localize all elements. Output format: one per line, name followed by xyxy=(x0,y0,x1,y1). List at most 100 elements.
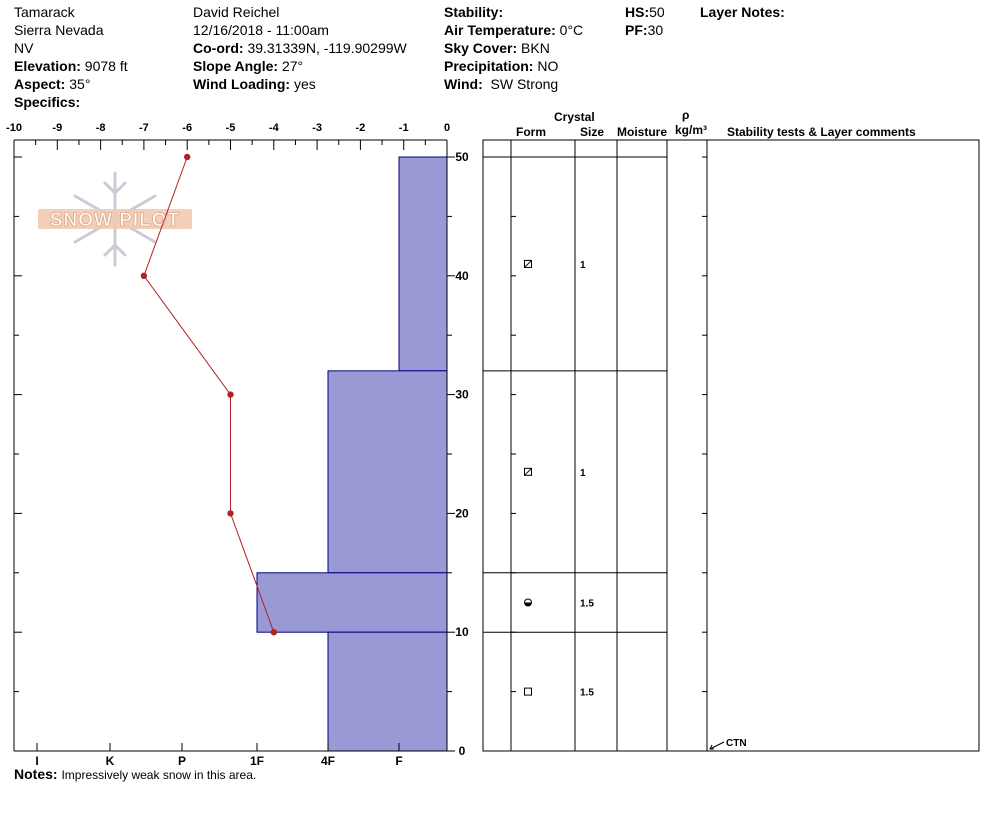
icon-square xyxy=(524,467,532,476)
precipitation: Precipitation: NO xyxy=(444,57,558,75)
icon-diagonal xyxy=(524,260,532,268)
sky-label: Sky Cover: xyxy=(444,40,518,56)
stability-tests: CTN xyxy=(709,738,747,750)
wind-loading: Wind Loading: yes xyxy=(193,75,316,93)
notes: Notes: Impressively weak snow in this ar… xyxy=(14,765,256,783)
hardness-bar xyxy=(256,572,448,633)
layer-row: 1 xyxy=(524,259,586,271)
test-arrow-line xyxy=(709,741,725,750)
air-temperature: Air Temperature: 0°C xyxy=(444,21,583,39)
density-symbol: ρ xyxy=(682,108,690,122)
range: Sierra Nevada xyxy=(14,22,104,38)
temperature-tick-label: -8 xyxy=(96,122,106,134)
hardness-tick-label: P xyxy=(178,754,186,768)
hardness-bar xyxy=(398,156,448,372)
aspect: Aspect: 35° xyxy=(14,75,90,93)
size-header: Size xyxy=(580,125,605,139)
layer-row: 1 xyxy=(524,467,586,479)
faceted-crystal-icon xyxy=(524,687,532,696)
moisture-header: Moisture xyxy=(617,125,668,139)
coordinates: Co-ord: 39.31339N, -119.90299W xyxy=(193,39,407,57)
density-unit: kg/m³ xyxy=(675,123,708,137)
stability-tests-header: Stability tests & Layer comments xyxy=(727,125,916,139)
temperature-tick-label: -3 xyxy=(312,122,322,134)
hs-label: HS: xyxy=(625,4,650,20)
stability-label: Stability: xyxy=(444,4,504,20)
layer-table: 1 1 1.5 1.5 xyxy=(482,139,980,752)
melt-freeze-crystal-icon xyxy=(524,598,532,607)
elevation: Elevation: 9078 ft xyxy=(14,57,128,75)
wind: Wind: SW Strong xyxy=(444,75,558,93)
slope-label: Slope Angle: xyxy=(193,58,279,74)
pf-label: PF: xyxy=(625,22,648,38)
slope-angle: Slope Angle: 27° xyxy=(193,57,303,75)
pf: PF:30 xyxy=(625,21,663,39)
icon-fill xyxy=(524,602,532,607)
specifics-label: Specifics: xyxy=(14,94,81,110)
hardness-axis: I K P 1F 4F F xyxy=(35,743,403,768)
crystal-size: 1 xyxy=(580,468,586,479)
hardness-tick-label: K xyxy=(106,754,115,768)
hs-value: 50 xyxy=(649,4,665,20)
test-arrow-head xyxy=(709,744,714,750)
layer-row: 1.5 xyxy=(524,598,594,610)
hardness-tick-label: I xyxy=(35,754,38,768)
icon-square xyxy=(524,259,532,268)
slope-value: 27° xyxy=(281,58,304,74)
elevation-label: Elevation: xyxy=(14,58,81,74)
height-tick-label: 50 xyxy=(455,150,469,164)
wind-loading-label: Wind Loading: xyxy=(193,76,291,92)
wind-loading-value: yes xyxy=(293,76,316,92)
snowpilot-watermark: SNOW PILOT xyxy=(38,171,192,267)
temperature-profile xyxy=(140,153,277,636)
location: Tamarack xyxy=(14,4,75,20)
temperature-tick-label: -10 xyxy=(6,122,22,134)
sky-value: BKN xyxy=(521,40,550,56)
pf-value: 30 xyxy=(647,22,664,38)
table-border xyxy=(482,139,980,752)
hardness-bar xyxy=(327,631,448,752)
notes-label: Notes: xyxy=(14,766,58,782)
temperature-point xyxy=(270,629,277,636)
sky-cover: Sky Cover: BKN xyxy=(444,39,550,57)
faceted-rounded-crystal-icon xyxy=(524,259,532,268)
layer-row: 1.5 xyxy=(524,687,594,699)
temperature-point xyxy=(140,272,148,279)
aspect-label: Aspect: xyxy=(14,76,66,92)
layer-notes-label: Layer Notes: xyxy=(700,4,785,20)
wind-value: SW Strong xyxy=(490,76,559,92)
height-tick-label: 0 xyxy=(459,744,466,758)
temperature-tick-label: 0 xyxy=(444,122,450,134)
precip-label: Precipitation: xyxy=(444,58,534,74)
watermark-text: SNOW PILOT xyxy=(50,210,180,231)
observer: David Reichel xyxy=(193,4,280,20)
crystal-header: Crystal xyxy=(554,110,595,124)
test-label: CTN xyxy=(726,738,747,749)
temperature-tick-label: -4 xyxy=(269,122,280,134)
air-temp-value: 0°C xyxy=(559,22,584,38)
height-tick-label: 30 xyxy=(455,388,469,402)
icon-diagonal xyxy=(524,467,532,476)
temperature-tick-label: -9 xyxy=(52,122,62,134)
notes-text: Impressively weak snow in this area. xyxy=(61,768,257,782)
crystal-size: 1.5 xyxy=(580,688,594,699)
coord-value: 39.31339N, -119.90299W xyxy=(247,40,407,56)
coord-label: Co-ord: xyxy=(193,40,244,56)
wind-label: Wind: xyxy=(444,76,483,92)
temperature-tick-label: -6 xyxy=(182,122,192,134)
hardness-tick-label: 4F xyxy=(321,754,335,768)
air-temp-label: Air Temperature: xyxy=(444,22,556,38)
hardness-tick-label: 1F xyxy=(250,754,264,768)
height-tick-label: 20 xyxy=(455,506,469,520)
temperature-point xyxy=(227,391,234,398)
form-header: Form xyxy=(516,125,546,139)
crystal-size: 1 xyxy=(580,260,586,271)
faceted-rounded-crystal-icon xyxy=(524,467,532,476)
hardness-tick-label: F xyxy=(395,754,402,768)
temperature-point xyxy=(227,510,234,517)
temperature-tick-label: -1 xyxy=(399,122,409,134)
height-tick-label: 40 xyxy=(455,269,469,283)
hs: HS:50 xyxy=(625,3,665,21)
temperature-tick-label: -5 xyxy=(226,122,236,134)
